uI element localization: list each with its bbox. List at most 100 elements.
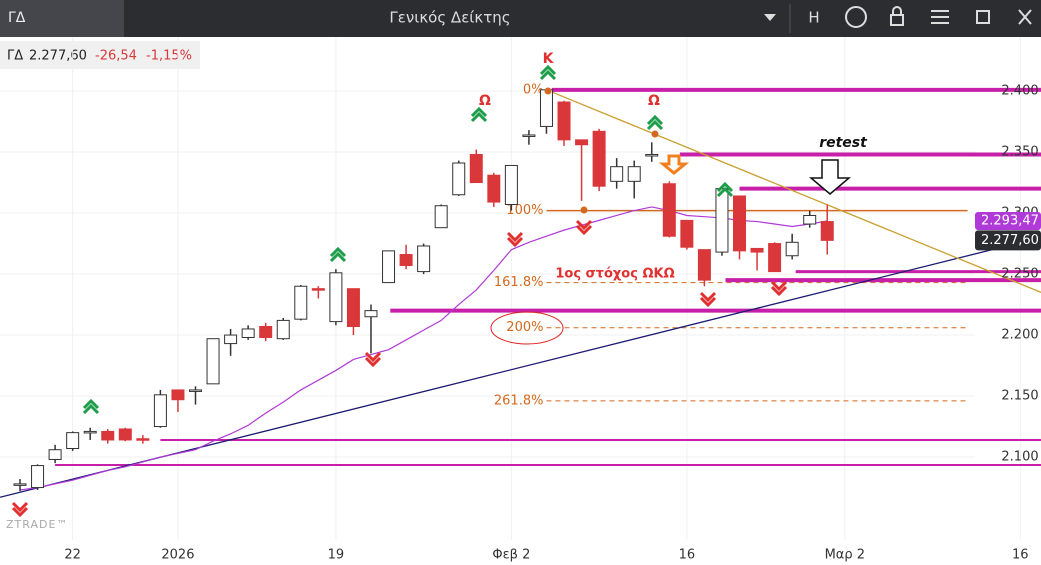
candle-body [136,438,150,441]
y-tick-label: 2.350 [1001,145,1038,160]
lock-icon[interactable] [890,14,904,26]
ma-tag-label: 2.293,47 [981,214,1039,229]
fib-label: 200% [506,320,543,335]
quote-icon[interactable] [845,6,867,28]
candle-body [803,214,817,225]
candle-body [662,183,676,237]
arrow-down [658,154,690,175]
ma-tag [975,212,1041,231]
last-price-tag [975,230,1041,251]
candle-body [364,310,378,318]
candle-body [522,134,536,137]
fib-label: 100% [506,203,543,218]
candle-body [715,188,729,253]
dropdown-icon[interactable] [764,14,776,21]
candle-body [294,285,308,320]
y-tick-label: 2.200 [1001,328,1038,343]
lock-shackle [892,6,902,15]
fib-label: 0% [523,82,544,97]
candle-body [259,326,273,338]
y-tick-label: 2.250 [1001,267,1038,282]
candle-body [382,250,396,284]
candle-body [452,162,466,196]
signal-down [770,280,788,297]
candle-body [66,432,80,450]
signal-up [82,398,100,415]
quote-box [0,41,200,69]
k-label: Κ [543,51,555,67]
annotations: Κ Ω Ω retest 1ος στόχος ΩΚΩ [11,51,868,518]
plot: 22 2026 19 Φεβ 2 16 Μαρ 2 16 0% 100% 161.8% 200% 26… [0,37,1041,563]
candle-body [188,389,202,392]
y-tick-label: 2.400 [1001,84,1038,99]
x-tick-label: Μαρ 2 [825,548,865,563]
candle-body [592,130,606,187]
quote-symbol: ΓΔ [7,49,23,64]
price-tags: 2.1002.1502.2002.2502.3002.3502.4002.293… [975,84,1041,465]
signal-up [646,114,664,131]
candle-body [118,428,132,441]
quote-change: -26,54 [95,49,137,64]
candle-body [750,247,764,253]
pivot-dot [651,130,659,138]
signal-up [716,181,734,198]
candle-body [575,139,589,146]
y-tick-label: 2.150 [1001,389,1038,404]
restore-icon[interactable] [976,10,990,24]
fib-label: 261.8% [494,393,544,408]
mode-button[interactable]: H [808,9,819,27]
close-icon[interactable] [1018,9,1032,25]
x-tick-label: 2026 [161,548,194,563]
y-tick-label: 2.100 [1001,450,1038,465]
omega-label: Ω [648,93,660,109]
candle-body [399,254,413,267]
candle-body [487,174,501,203]
candle-body [785,241,799,257]
candle-body [241,328,255,338]
retest-label: retest [819,135,868,151]
quote-change-pct: -1,15% [146,49,192,64]
candle-body [504,164,518,206]
trend-line [546,89,1041,293]
signal-down [364,351,382,368]
x-tick-label: 16 [679,548,696,563]
title-bar [0,0,1041,37]
circle-mark [490,311,564,345]
candle-body [13,483,27,486]
candle-body [469,153,483,184]
watermark: ZTRADE™ [6,518,68,531]
quote-price: 2.277,60 [29,49,87,64]
signal-up [539,64,557,81]
window-title: Γενικός Δείκτης [389,9,510,27]
signal-up [470,106,488,123]
candle-body [101,430,115,441]
candle-body [206,338,220,385]
candle-body [311,288,325,291]
symbol-box[interactable] [0,0,124,37]
fib-label: 161.8% [494,275,544,290]
candle-body [539,89,553,127]
candle-body [697,249,711,281]
x-tick-label: Φεβ 2 [492,548,530,563]
candle-body [434,205,448,229]
candle-body [768,243,782,273]
menu-icon[interactable] [931,10,949,24]
candle-body [48,449,62,460]
signal-down [575,219,593,236]
candle-body [153,394,167,428]
arrow-down [808,159,852,195]
omega-label: Ω [479,93,491,109]
candle-body [276,319,290,340]
candle-body [820,221,834,241]
signal-down [699,291,717,308]
last-price-label: 2.277,60 [981,233,1039,248]
pivot-dot [580,206,588,214]
target-label: 1ος στόχος ΩΚΩ [555,267,674,282]
symbol: ΓΔ [8,10,26,26]
candle-body [224,334,238,345]
candle-body [680,219,694,248]
candle-body [733,195,747,252]
x-tick-label: 16 [1012,548,1029,563]
candle-body [645,153,659,157]
signal-up [329,246,347,263]
